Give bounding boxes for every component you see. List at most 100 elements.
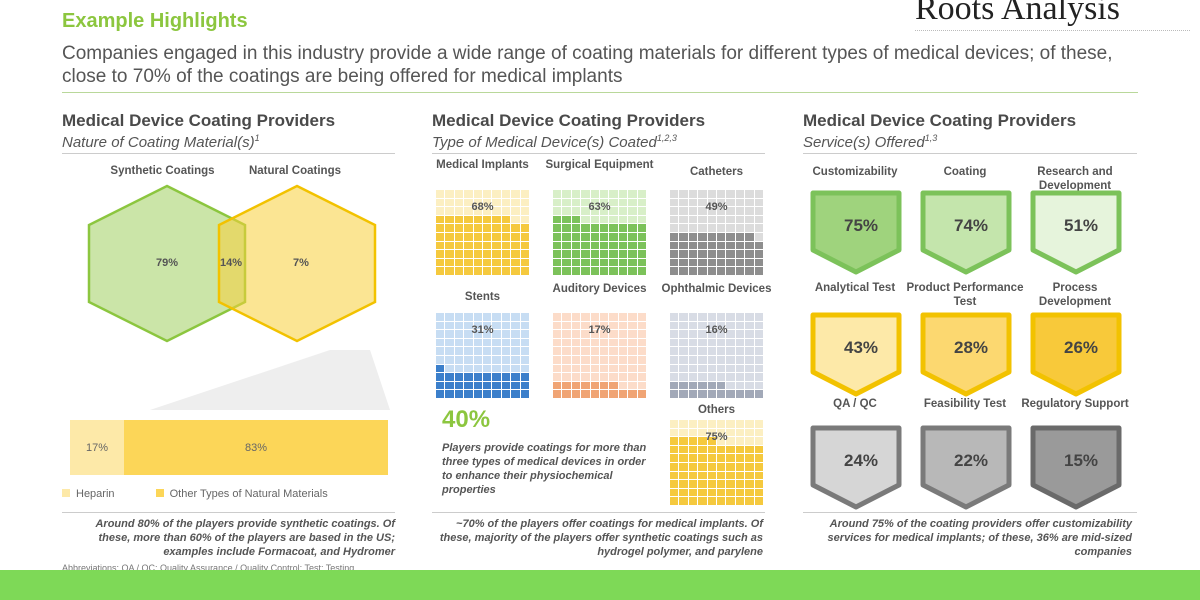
waffle-cell <box>473 338 482 347</box>
waffle-cell-filled <box>670 462 679 471</box>
waffle-cell-filled <box>679 241 688 250</box>
waffle-cell <box>482 338 492 347</box>
waffle-cell <box>454 198 464 207</box>
waffle-cell-filled <box>716 390 726 398</box>
waffle-cell <box>511 215 520 224</box>
waffle-cell-filled <box>473 390 482 398</box>
waffle-cell <box>670 313 679 321</box>
waffle-cell-filled <box>688 462 698 471</box>
waffle-cell <box>445 190 454 198</box>
waffle-cell-filled <box>688 250 698 258</box>
waffle-cell-filled <box>670 497 679 505</box>
waffle-cell <box>735 330 745 338</box>
stacked-bar: 17% 83% <box>70 420 388 475</box>
waffle-cell <box>716 330 726 338</box>
waffle-cell <box>735 198 745 207</box>
waffle-cell-filled <box>473 215 482 224</box>
footnote-ref: 1,3 <box>924 133 938 143</box>
waffle-cell <box>628 198 637 207</box>
waffle-cell <box>445 198 454 207</box>
waffle-cell-filled <box>492 381 501 390</box>
waffle-cell-filled <box>637 224 646 232</box>
waffle-cell-filled <box>628 390 637 398</box>
waffle-cell <box>628 313 637 321</box>
waffle-cell <box>571 330 581 338</box>
waffle-cell <box>473 207 482 215</box>
waffle-cell-filled <box>436 381 445 390</box>
waffle-cell-filled <box>679 445 688 454</box>
waffle-cell <box>618 190 628 198</box>
waffle-cell-filled <box>562 241 571 250</box>
waffle-cell <box>670 224 679 232</box>
waffle-cell-filled <box>609 258 618 267</box>
waffle-cell-filled <box>599 258 609 267</box>
venn-value-synthetic: 79% <box>155 257 179 269</box>
footer-bar <box>0 570 1200 600</box>
waffle-cell <box>707 198 716 207</box>
waffle-cell-filled <box>670 390 679 398</box>
waffle-cell-filled <box>618 232 628 241</box>
waffle-cell-filled <box>707 462 716 471</box>
waffle-cell <box>618 373 628 381</box>
waffle-cell <box>562 355 571 364</box>
waffle-cell-filled <box>553 232 562 241</box>
waffle-cell-filled <box>716 258 726 267</box>
waffle-cell <box>436 198 445 207</box>
waffle-cell <box>726 338 735 347</box>
waffle-cell <box>688 215 698 224</box>
waffle-cell <box>553 207 562 215</box>
waffle-cell-filled <box>628 224 637 232</box>
waffle-cell <box>571 373 581 381</box>
waffle-chart <box>670 420 763 505</box>
waffle-cell <box>553 313 562 321</box>
waffle-cell-filled <box>745 232 754 241</box>
legend-swatch-heparin <box>62 489 70 497</box>
waffle-cell-filled <box>436 258 445 267</box>
service-label: Feasibility Test <box>923 398 1007 410</box>
waffle-cell <box>571 338 581 347</box>
waffle-cell-filled <box>553 267 562 275</box>
service-shield <box>1030 312 1122 397</box>
waffle-cell <box>628 381 637 390</box>
waffle-cell-filled <box>735 462 745 471</box>
waffle-cell-filled <box>562 224 571 232</box>
waffle-cell-filled <box>637 267 646 275</box>
service-value: 24% <box>843 451 879 470</box>
waffle-cell-filled <box>473 241 482 250</box>
waffle-cell <box>628 355 637 364</box>
waffle-cell-filled <box>520 232 529 241</box>
waffle-cell <box>745 381 754 390</box>
legend-other: Other Types of Natural Materials <box>169 488 328 500</box>
left-panel-subtitle: Nature of Coating Material(s)1 <box>62 133 260 151</box>
waffle-cell-filled <box>716 241 726 250</box>
waffle-cell-filled <box>492 241 501 250</box>
service-value: 43% <box>843 338 879 357</box>
waffle-cell-filled <box>726 241 735 250</box>
waffle-cell <box>716 321 726 330</box>
waffle-cell-filled <box>726 488 735 497</box>
waffle-cell <box>618 198 628 207</box>
bar-segment-label: 17% <box>86 441 109 454</box>
waffle-cell-filled <box>445 267 454 275</box>
waffle-cell <box>679 364 688 373</box>
waffle-cell-filled <box>670 480 679 488</box>
waffle-cell-filled <box>599 241 609 250</box>
waffle-cell-filled <box>445 258 454 267</box>
waffle-cell-filled <box>571 224 581 232</box>
waffle-cell-filled <box>473 267 482 275</box>
shield-shape <box>920 425 1012 510</box>
waffle-cell <box>637 330 646 338</box>
waffle-cell-filled <box>553 224 562 232</box>
logo: Roots Analysis <box>915 0 1120 27</box>
waffle-cell <box>501 338 511 347</box>
waffle-cell <box>473 198 482 207</box>
waffle-cell <box>688 373 698 381</box>
waffle-cell-filled <box>436 250 445 258</box>
waffle-cell-filled <box>618 224 628 232</box>
waffle-cell <box>501 355 511 364</box>
legend-heparin: Heparin <box>76 488 115 500</box>
waffle-cell-filled <box>445 390 454 398</box>
waffle-cell-filled <box>698 445 707 454</box>
waffle-cell-filled <box>492 215 501 224</box>
waffle-cell <box>562 373 571 381</box>
